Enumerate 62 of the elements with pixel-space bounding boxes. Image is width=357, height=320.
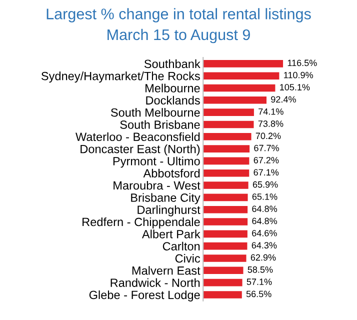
data-label: 58.5% [248,266,273,273]
bar [203,182,248,189]
y-tick-label: Waterloo - Beaconsfield [76,132,200,142]
y-tick-label: Abbotsford [143,168,200,178]
data-label: 64.8% [252,206,278,212]
data-label: 116.5% [288,60,317,66]
bar [203,266,244,274]
y-tick-label: Darlinghurst [138,205,200,216]
bar [203,132,252,140]
data-label: 64.3% [252,242,277,249]
bar [203,230,248,238]
data-label: 62.9% [250,254,276,261]
data-label: 67.1% [254,169,279,176]
y-tick-label: South Melbourne [110,108,200,117]
data-label: 56.5% [246,290,272,298]
bar [203,169,250,177]
y-tick-label: Carlton [162,242,200,250]
bar [203,206,248,214]
y-tick-label: South Brisbane [120,120,200,129]
data-label: 105.1% [280,84,310,90]
y-tick-label: Redfern - Chippendale [82,217,200,228]
bar [203,291,242,298]
bar [203,242,248,250]
y-tick-label: Docklands [146,96,200,105]
bar [203,72,280,80]
bar [203,84,276,92]
y-tick-label: Maroubra - West [114,181,200,190]
chart-subtitle: March 15 to August 9 [108,28,250,44]
bar [203,108,254,116]
y-tick-label: Southbank [144,59,200,68]
y-tick-label: Doncaster East (North) [80,144,200,156]
data-label: 92.4% [271,96,296,103]
data-label: 57.1% [246,278,272,285]
y-tick-label: Brisbane City [131,193,200,204]
data-label: 64.8% [252,218,278,224]
y-tick-label: Glebe - Forest Lodge [89,290,200,302]
bar [203,96,267,104]
data-label: 110.9% [284,72,313,78]
data-label: 67.7% [254,144,280,152]
data-label: 74.1% [258,108,284,115]
data-label: 65.9% [252,181,278,188]
bar [203,157,250,165]
chart-title: Largest % change in total rental listings [46,8,311,22]
bar [203,120,254,128]
y-tick-label: Pyrmont - Ultimo [113,156,200,168]
y-tick-label: Civic [175,254,200,263]
y-tick-label: Melbourne [146,84,200,92]
y-tick-label: Malvern East [132,266,200,275]
data-label: 70.2% [256,132,281,140]
data-label: 64.6% [252,230,277,236]
y-tick-label: Albert Park [142,230,200,238]
data-label: 67.2% [254,156,279,164]
bar [203,254,246,262]
data-label: 73.8% [258,120,284,127]
bar [203,218,248,226]
y-tick-label: Sydney/Haymarket/The Rocks [41,72,200,83]
data-label: 65.1% [252,193,278,200]
bar [203,60,284,68]
bar [203,278,242,286]
bar [203,194,248,202]
y-tick-label: Randwick - North [110,278,200,287]
bar [203,145,250,152]
